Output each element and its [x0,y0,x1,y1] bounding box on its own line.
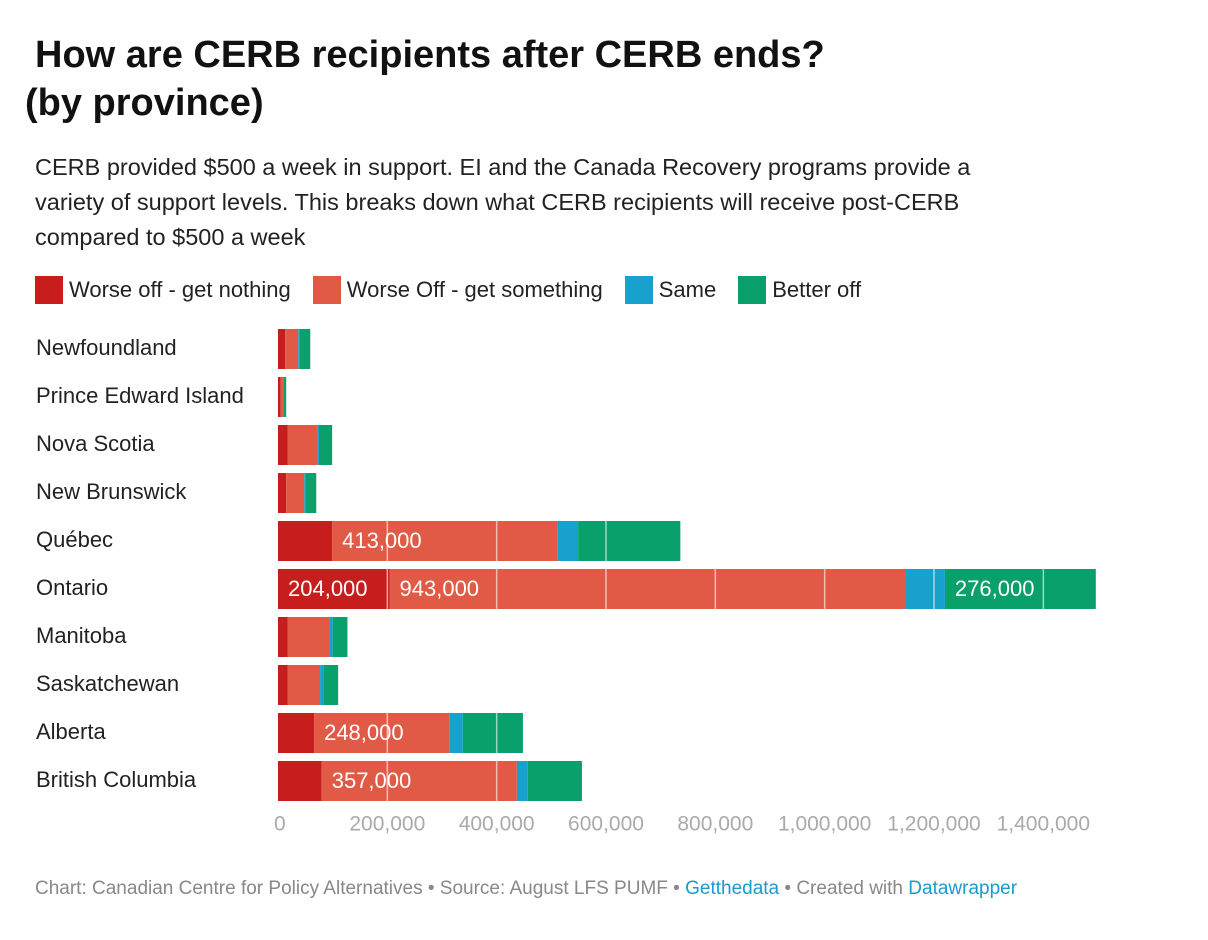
bar-segment [278,329,286,369]
bar-segment [298,329,300,369]
bar-segment [278,473,287,513]
bar-segment [449,713,463,753]
bar-segment [287,425,318,465]
bar-segment [578,521,681,561]
value-label: 943,000 [400,576,480,601]
legend-label: Same [658,277,717,302]
bar-segment [462,713,523,753]
bar-segment [320,665,324,705]
x-tick-label: 200,000 [349,813,425,836]
bar-segment [329,617,333,657]
bar-segment [389,569,906,609]
y-tick-label: Nova Scotia [36,431,155,456]
value-label: 413,000 [342,528,422,553]
legend-item: Same [624,276,717,304]
y-tick-label: Alberta [36,719,106,744]
legend-swatch [312,276,341,304]
value-label: 248,000 [324,720,404,745]
bar-segment [285,329,299,369]
bar-segment [278,377,281,417]
legend-label: Worse off - get nothing [69,277,291,302]
bar-segment [278,521,333,561]
bar-segment [278,761,322,801]
y-tick-label: Québec [36,527,113,552]
x-tick-label: 1,200,000 [887,813,980,836]
bar-segment [557,521,579,561]
bar-segment [321,761,517,801]
bar-segment [305,473,317,513]
created: • Created with [784,878,903,899]
bar-segment [286,473,305,513]
bar-segment [278,425,288,465]
credit: Chart: Canadian Centre for Policy Altern… [35,878,680,899]
bar-segment [283,377,285,417]
bar-segment [319,425,333,465]
y-tick-label: Manitoba [36,623,127,648]
bar-segment [323,665,339,705]
bar-segment [278,713,315,753]
value-label: 204,000 [288,576,368,601]
bar-segment [284,377,287,417]
bar-segment [304,473,306,513]
legend-item: Worse Off - get something [312,276,603,304]
bar-segment [280,377,284,417]
x-tick-label: 800,000 [677,813,753,836]
bar-segment [317,425,319,465]
y-tick-label: British Columbia [36,767,197,792]
value-label: 357,000 [332,768,412,793]
bar-segment [278,569,390,609]
bar-segment [299,329,311,369]
legend-swatch [35,276,63,304]
bar-segment [278,617,288,657]
bar-segment [314,713,450,753]
x-tick-label: 400,000 [459,813,535,836]
link[interactable]: Getthedata [685,878,780,899]
legend-item: Worse off - get nothing [35,276,291,304]
x-tick-label: 1,000,000 [778,813,871,836]
x-tick-label: 600,000 [568,813,644,836]
bar-segment [287,617,330,657]
chart-title: (by province) [25,82,264,124]
subtitle: CERB provided $500 a week in support. EI… [35,154,971,250]
legend: Worse off - get nothing Worse Off - get s… [35,276,883,304]
legend-swatch [738,276,767,304]
bar-segment [332,617,348,657]
bar-segment [527,761,582,801]
bar-segment [332,521,558,561]
x-tick-label: 1,400,000 [997,813,1090,836]
bar-segment [287,665,321,705]
y-tick-label: Prince Edward Island [36,383,244,408]
chart-title: How are CERB recipients after CERB ends? [35,34,825,76]
y-tick-label: Ontario [36,575,108,600]
bar-segment [278,665,288,705]
chart: Newfoundland Prince Edward Island Nova Sco… [36,329,1096,836]
legend-item: Better off [738,276,861,304]
y-tick-label: Saskatchewan [36,671,179,696]
bar-segment [944,569,1096,609]
legend-label: Better off [772,277,862,302]
bar-segment [516,761,528,801]
bar-segment [905,569,945,609]
footer: Chart: Canadian Centre for Policy Altern… [35,878,1017,900]
legend-label: Worse Off - get something [346,277,603,302]
y-tick-label: New Brunswick [36,479,187,504]
legend-swatch [624,276,653,304]
tool-link[interactable]: Datawrapper [908,878,1018,899]
value-label: 276,000 [955,576,1035,601]
x-tick-label: 0 [274,813,286,836]
y-tick-label: Newfoundland [36,335,177,360]
